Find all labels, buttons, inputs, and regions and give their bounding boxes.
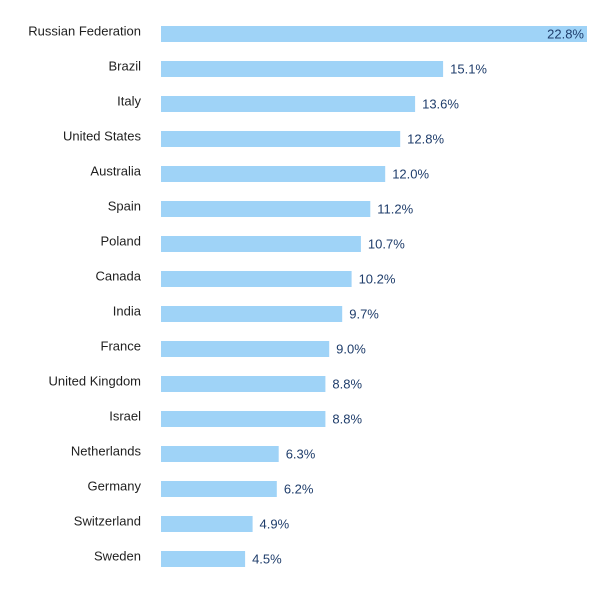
value-label: 10.2%	[359, 271, 396, 286]
category-label: Spain	[108, 198, 141, 213]
bar	[161, 96, 416, 112]
bar	[161, 481, 277, 497]
value-label: 11.2%	[377, 201, 413, 216]
category-label: India	[113, 303, 142, 318]
value-label: 22.8%	[547, 26, 584, 41]
value-label: 12.8%	[407, 131, 444, 146]
bar	[161, 306, 343, 322]
category-label: Switzerland	[74, 513, 141, 528]
bar	[161, 271, 352, 287]
value-label: 12.0%	[392, 166, 429, 181]
bar	[161, 166, 386, 182]
bar	[161, 446, 279, 462]
bar	[161, 411, 326, 427]
category-label: Russian Federation	[28, 23, 141, 38]
category-label: United Kingdom	[49, 373, 142, 388]
bar	[161, 61, 444, 77]
category-label: France	[101, 338, 141, 353]
category-label: Australia	[90, 163, 141, 178]
value-label: 4.5%	[252, 551, 282, 566]
category-label: Germany	[88, 478, 142, 493]
category-label: United States	[63, 128, 142, 143]
value-label: 9.0%	[336, 341, 366, 356]
category-label: Italy	[117, 93, 141, 108]
category-label: Israel	[109, 408, 141, 423]
value-label: 4.9%	[260, 516, 290, 531]
value-label: 13.6%	[422, 96, 459, 111]
bar	[161, 551, 246, 567]
bar	[161, 26, 587, 42]
category-label: Poland	[101, 233, 141, 248]
value-label: 15.1%	[450, 61, 487, 76]
category-label: Canada	[95, 268, 141, 283]
bar	[161, 236, 361, 252]
category-label: Brazil	[108, 58, 141, 73]
category-label: Netherlands	[71, 443, 142, 458]
value-label: 8.8%	[332, 411, 362, 426]
bar	[161, 201, 371, 217]
value-label: 10.7%	[368, 236, 405, 251]
bar	[161, 131, 401, 147]
value-label: 9.7%	[349, 306, 379, 321]
bar	[161, 376, 326, 392]
bar	[161, 341, 330, 357]
bar	[161, 516, 253, 532]
value-label: 6.2%	[284, 481, 314, 496]
bars-group: Russian Federation 22.8% Brazil 15.1% Italy 1…	[28, 23, 587, 567]
category-label: Sweden	[94, 548, 141, 563]
value-label: 8.8%	[332, 376, 362, 391]
value-label: 6.3%	[286, 446, 316, 461]
